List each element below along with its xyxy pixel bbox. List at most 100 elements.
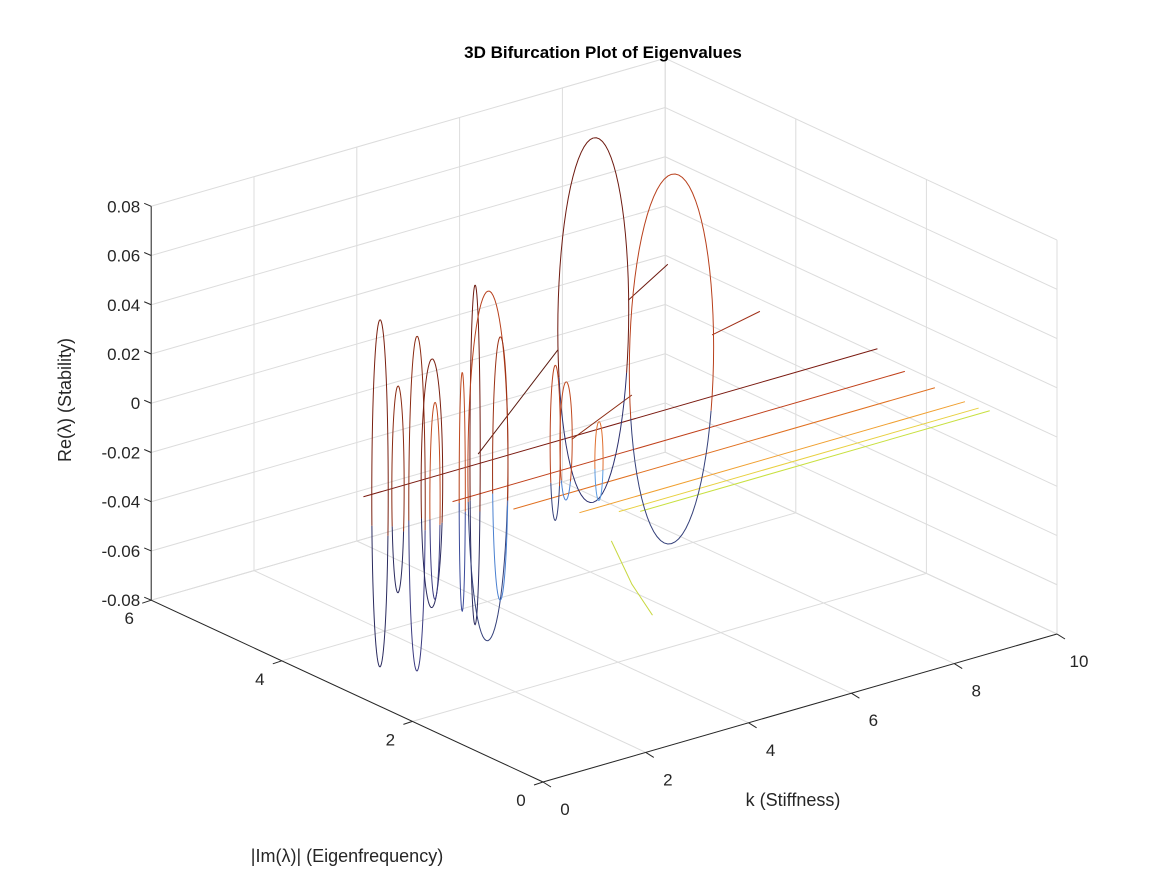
z-tick-label: 0.04 xyxy=(107,296,140,315)
branch-3-line xyxy=(513,387,936,510)
spike-6-segment xyxy=(458,503,466,613)
curves xyxy=(363,137,990,672)
spike-2-segment xyxy=(397,385,405,532)
im-gridline xyxy=(281,512,796,662)
z-gridline xyxy=(664,402,1058,586)
spike-5-segment xyxy=(434,401,441,525)
im-tick-label: 6 xyxy=(124,609,133,628)
connector-c-line xyxy=(477,349,559,455)
spike-11-segment xyxy=(559,381,567,481)
im-tick-label: 4 xyxy=(255,670,264,689)
z-gridline xyxy=(151,353,666,503)
z-tick xyxy=(144,350,152,355)
spike-3-segment xyxy=(408,520,426,672)
spike-5-segment xyxy=(429,519,441,600)
spike-10-segment xyxy=(550,482,560,521)
im-gridline xyxy=(412,572,927,722)
k-gridline xyxy=(253,570,647,753)
spike-12-segment xyxy=(598,421,604,471)
spike-1-segment xyxy=(379,319,389,536)
branch-2-line xyxy=(452,370,905,503)
k-gridline xyxy=(356,540,749,724)
k-tick-label: 0 xyxy=(560,800,569,819)
spike-3-segment xyxy=(408,335,418,521)
z-gridline xyxy=(664,304,1058,487)
spike-12-segment xyxy=(594,469,604,501)
k-gridline xyxy=(664,451,1058,635)
im-gridline xyxy=(151,451,666,601)
k-tick-label: 4 xyxy=(766,741,775,760)
k-gridline xyxy=(562,481,955,665)
connector-a-line xyxy=(627,263,669,301)
spike-9-segment xyxy=(500,336,509,501)
connector-b-line xyxy=(711,310,761,336)
z-tick-label: -0.06 xyxy=(101,542,140,561)
connector-d-line xyxy=(571,394,633,440)
spike-9-segment xyxy=(492,336,501,494)
y-axis-label: |Im(λ)| (Eigenfrequency) xyxy=(251,846,443,866)
z-axis-label: Re(λ) (Stability) xyxy=(55,338,75,462)
z-gridline xyxy=(151,402,666,552)
k-tick xyxy=(645,751,655,758)
k-tick-label: 8 xyxy=(971,682,980,701)
z-tick xyxy=(144,449,152,453)
spike-3-segment xyxy=(416,335,426,531)
z-tick-label: -0.02 xyxy=(101,443,140,462)
im-tick xyxy=(533,781,544,786)
k-tick xyxy=(851,692,860,699)
chart-title: 3D Bifurcation Plot of Eigenvalues xyxy=(464,43,742,62)
z-gridline xyxy=(664,156,1058,340)
z-gridline xyxy=(664,205,1058,389)
z-gridline xyxy=(151,57,666,207)
spike-10-segment xyxy=(549,364,556,483)
z-tick-label: 0.02 xyxy=(107,345,140,364)
z-gridline xyxy=(664,107,1058,290)
z-gridline xyxy=(151,107,666,257)
z-tick xyxy=(144,202,152,207)
z-gridline xyxy=(151,303,666,453)
spike-12-segment xyxy=(594,421,600,470)
z-gridline xyxy=(664,57,1058,241)
k-axis-line xyxy=(542,633,1058,783)
z-gridline xyxy=(151,205,666,355)
spike-8-segment xyxy=(467,290,489,502)
branch-7-line xyxy=(610,540,653,616)
spike-4-segment xyxy=(420,358,433,519)
z-tick-label: -0.08 xyxy=(101,591,140,610)
branch-4-line xyxy=(579,401,966,514)
loop-a-segment xyxy=(593,137,630,373)
spike-7-segment xyxy=(474,284,481,512)
z-gridline xyxy=(664,254,1058,438)
k-tick xyxy=(748,722,757,729)
spike-2-segment xyxy=(391,385,399,527)
branch-5-line xyxy=(618,407,979,513)
z-tick-label: 0.06 xyxy=(107,247,140,266)
loop-b-segment xyxy=(628,173,672,419)
im-tick-label: 2 xyxy=(386,730,395,749)
z-tick xyxy=(144,498,152,503)
spike-8-segment xyxy=(467,501,508,642)
loop-a-segment xyxy=(558,372,628,504)
z-gridline xyxy=(151,254,666,404)
k-gridline xyxy=(459,510,852,694)
axes xyxy=(142,202,1066,788)
spike-1-segment xyxy=(371,525,389,668)
z-tick xyxy=(144,547,152,552)
grid xyxy=(150,57,1058,783)
im-tick-label: 0 xyxy=(516,791,525,810)
z-tick-label: 0 xyxy=(131,394,140,413)
z-tick xyxy=(144,399,152,404)
loop-b-segment xyxy=(671,173,715,411)
spike-4-segment xyxy=(420,518,443,609)
im-tick xyxy=(403,720,413,725)
z-tick xyxy=(144,596,152,601)
k-tick xyxy=(953,663,963,670)
z-gridline xyxy=(664,353,1058,536)
spike-6-segment xyxy=(461,372,466,512)
spike-2-segment xyxy=(391,526,405,594)
k-tick-label: 10 xyxy=(1070,652,1089,671)
k-tick-label: 2 xyxy=(663,770,672,789)
spike-11-segment xyxy=(560,480,571,501)
loop-a-segment xyxy=(557,137,594,378)
